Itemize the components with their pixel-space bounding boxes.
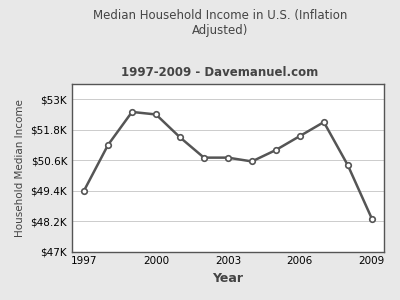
Text: 1997-2009 - Davemanuel.com: 1997-2009 - Davemanuel.com <box>121 66 319 79</box>
X-axis label: Year: Year <box>212 272 244 285</box>
Text: Median Household Income in U.S. (Inflation
Adjusted): Median Household Income in U.S. (Inflati… <box>93 9 347 37</box>
Y-axis label: Household Median Income: Household Median Income <box>15 99 25 237</box>
